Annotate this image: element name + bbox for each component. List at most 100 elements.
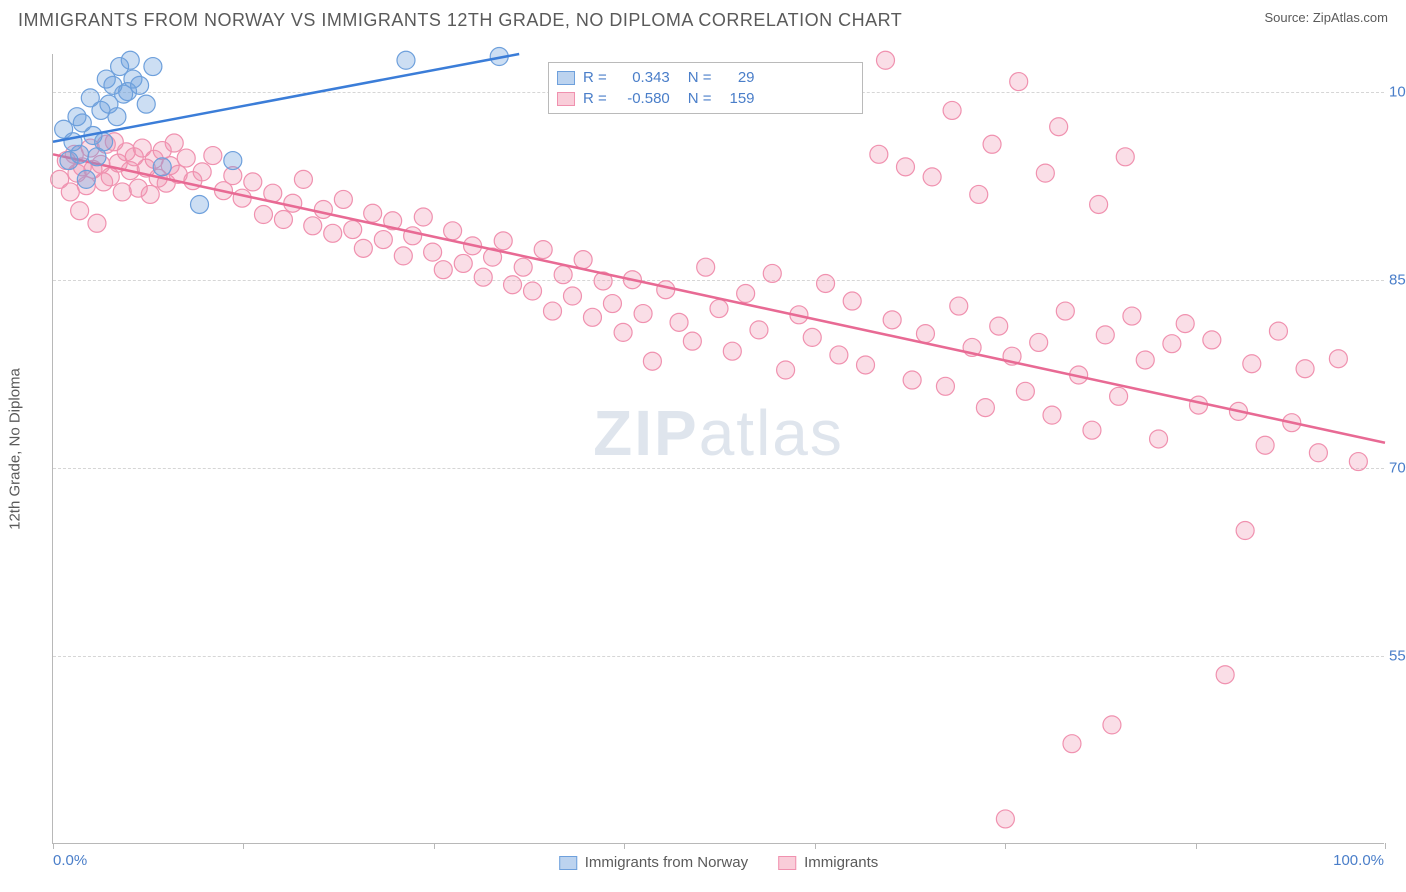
data-point — [803, 328, 821, 346]
data-point — [916, 325, 934, 343]
data-point — [737, 285, 755, 303]
data-point — [843, 292, 861, 310]
data-point — [274, 211, 292, 229]
x-tick-mark — [815, 843, 816, 849]
x-tick-mark — [1005, 843, 1006, 849]
data-point — [1056, 302, 1074, 320]
data-point — [1096, 326, 1114, 344]
data-point — [1123, 307, 1141, 325]
data-point — [830, 346, 848, 364]
header: IMMIGRANTS FROM NORWAY VS IMMIGRANTS 12T… — [0, 0, 1406, 37]
data-point — [1190, 396, 1208, 414]
data-point — [137, 95, 155, 113]
data-point — [1236, 522, 1254, 540]
data-point — [976, 399, 994, 417]
legend-row-norway: R = 0.343 N = 29 — [557, 67, 854, 88]
data-point — [233, 189, 251, 207]
data-point — [1103, 716, 1121, 734]
x-tick-mark — [53, 843, 54, 849]
data-point — [697, 258, 715, 276]
data-point — [1110, 387, 1128, 405]
swatch-norway — [557, 71, 575, 85]
data-point — [923, 168, 941, 186]
data-point — [334, 190, 352, 208]
data-point — [108, 108, 126, 126]
data-point — [1309, 444, 1327, 462]
data-point — [1269, 322, 1287, 340]
r-label-a: R = — [583, 69, 607, 86]
data-point — [936, 377, 954, 395]
source-prefix: Source: — [1264, 10, 1312, 25]
source-name: ZipAtlas.com — [1313, 10, 1388, 25]
data-point — [950, 297, 968, 315]
data-point — [324, 224, 342, 242]
swatch-norway-icon — [559, 856, 577, 870]
data-point — [857, 356, 875, 374]
data-point — [191, 195, 209, 213]
data-point — [870, 145, 888, 163]
data-point — [534, 241, 552, 259]
bottom-legend-immigrants: Immigrants — [778, 854, 878, 871]
plot-area: 12th Grade, No Diploma 100.0%85.0%70.0%5… — [52, 54, 1384, 844]
r-value-b: -0.580 — [615, 90, 670, 107]
data-point — [996, 810, 1014, 828]
data-point — [634, 305, 652, 323]
data-point — [670, 313, 688, 331]
n-label-a: N = — [688, 69, 712, 86]
data-point — [1090, 195, 1108, 213]
r-label-b: R = — [583, 90, 607, 107]
data-point — [153, 158, 171, 176]
data-point — [494, 232, 512, 250]
data-point — [61, 183, 79, 201]
data-point — [1083, 421, 1101, 439]
data-point — [454, 254, 472, 272]
data-point — [943, 101, 961, 119]
data-point — [304, 217, 322, 235]
data-point — [144, 58, 162, 76]
data-point — [1016, 382, 1034, 400]
legend-row-immigrants: R = -0.580 N = 159 — [557, 88, 854, 109]
r-value-a: 0.343 — [615, 69, 670, 86]
y-tick-label: 70.0% — [1389, 459, 1406, 476]
data-point — [474, 268, 492, 286]
data-point — [71, 145, 89, 163]
data-point — [244, 173, 262, 191]
data-point — [177, 149, 195, 167]
data-point — [1163, 335, 1181, 353]
n-value-a: 29 — [720, 69, 755, 86]
data-point — [193, 163, 211, 181]
correlation-legend: R = 0.343 N = 29 R = -0.580 N = 159 — [548, 62, 863, 114]
data-point — [544, 302, 562, 320]
data-point — [1050, 118, 1068, 136]
y-tick-label: 100.0% — [1389, 83, 1406, 100]
data-point — [1043, 406, 1061, 424]
data-point — [1176, 315, 1194, 333]
data-point — [896, 158, 914, 176]
data-point — [723, 342, 741, 360]
n-value-b: 159 — [720, 90, 755, 107]
data-point — [990, 317, 1008, 335]
data-point — [204, 147, 222, 165]
x-tick-mark — [434, 843, 435, 849]
data-point — [514, 258, 532, 276]
data-point — [1063, 735, 1081, 753]
data-point — [344, 221, 362, 239]
data-point — [88, 214, 106, 232]
x-tick-mark — [243, 843, 244, 849]
scatter-plot-svg — [53, 54, 1384, 843]
data-point — [1329, 350, 1347, 368]
data-point — [563, 287, 581, 305]
data-point — [763, 264, 781, 282]
data-point — [1216, 666, 1234, 684]
data-point — [284, 194, 302, 212]
data-point — [1030, 333, 1048, 351]
data-point — [1150, 430, 1168, 448]
data-point — [254, 206, 272, 224]
data-point — [444, 222, 462, 240]
data-point — [504, 276, 522, 294]
data-point — [165, 134, 183, 152]
data-point — [95, 133, 113, 151]
data-point — [1136, 351, 1154, 369]
bottom-legend-label-a: Immigrants from Norway — [585, 854, 748, 871]
data-point — [374, 231, 392, 249]
